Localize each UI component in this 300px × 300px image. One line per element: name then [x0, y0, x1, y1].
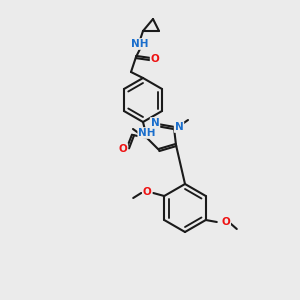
Text: O: O: [143, 187, 152, 197]
Text: NH: NH: [138, 128, 156, 138]
Text: NH: NH: [131, 39, 149, 49]
Text: O: O: [151, 54, 159, 64]
Text: N: N: [151, 118, 159, 128]
Text: N: N: [175, 122, 183, 132]
Text: O: O: [118, 144, 127, 154]
Text: O: O: [221, 217, 230, 227]
